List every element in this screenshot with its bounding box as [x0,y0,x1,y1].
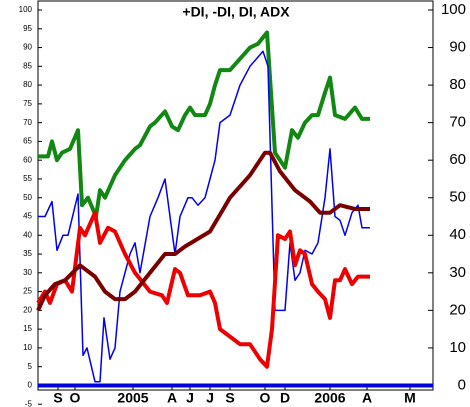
y2-tick-label: 60 [449,151,466,168]
y-tick-label: 35 [23,249,32,258]
y-tick-label: 45 [23,212,32,221]
x-tick-label: S [225,390,234,406]
series-line [36,210,370,369]
x-tick-label: M [404,390,416,406]
y-tick-label: 20 [23,305,32,314]
y-tick-label: 25 [23,287,32,296]
x-tick-label: A [362,390,372,406]
y-tick-label: 40 [23,230,32,239]
x-tick-label: J [206,390,214,406]
y-tick-label: 65 [23,137,32,146]
series-line [36,150,370,312]
x-tick-label: S [53,390,62,406]
y-tick-label: 15 [23,324,32,333]
y2-tick-label: 90 [449,39,466,56]
y-tick-label: -5 [25,399,33,407]
chart-title: +DI, -DI, DI, ADX [182,4,290,20]
x-tick-label: 2005 [117,390,148,406]
y2-tick-label: 10 [449,339,466,356]
y-tick-label: 10 [23,343,32,352]
y-tick-label: 55 [23,174,32,183]
y-tick-label: 30 [23,268,32,277]
y-tick-label: 5 [28,362,33,371]
y2-tick-label: 70 [449,114,466,131]
y-tick-label: 50 [23,193,32,202]
y2-tick-label: 50 [449,189,466,206]
y2-tick-label: 30 [449,264,466,281]
y-tick-label: 75 [23,99,32,108]
y-tick-label: 100 [19,5,33,14]
x-tick-label: A [167,390,177,406]
y2-tick-label: 40 [449,226,466,243]
y-tick-label: 80 [23,80,32,89]
y2-tick-label: 100 [441,1,466,18]
x-tick-label: 2006 [314,390,345,406]
x-tick-label: J [186,390,194,406]
y-tick-label: 0 [28,381,33,390]
y-tick-label: 85 [23,61,32,70]
series-line [38,50,370,383]
x-tick-label: O [260,390,271,406]
y-tick-label: 70 [23,118,32,127]
plot-frame [37,0,434,391]
y2-tick-label: 0 [458,376,466,393]
y2-tick-label: 20 [449,301,466,318]
x-tick-label: D [280,390,290,406]
x-tick-label: O [70,390,81,406]
series-line [38,30,370,219]
y2-tick-label: 80 [449,76,466,93]
y-tick-label: 95 [23,24,32,33]
y-tick-label: 60 [23,155,32,164]
y-tick-label: 90 [23,43,32,52]
